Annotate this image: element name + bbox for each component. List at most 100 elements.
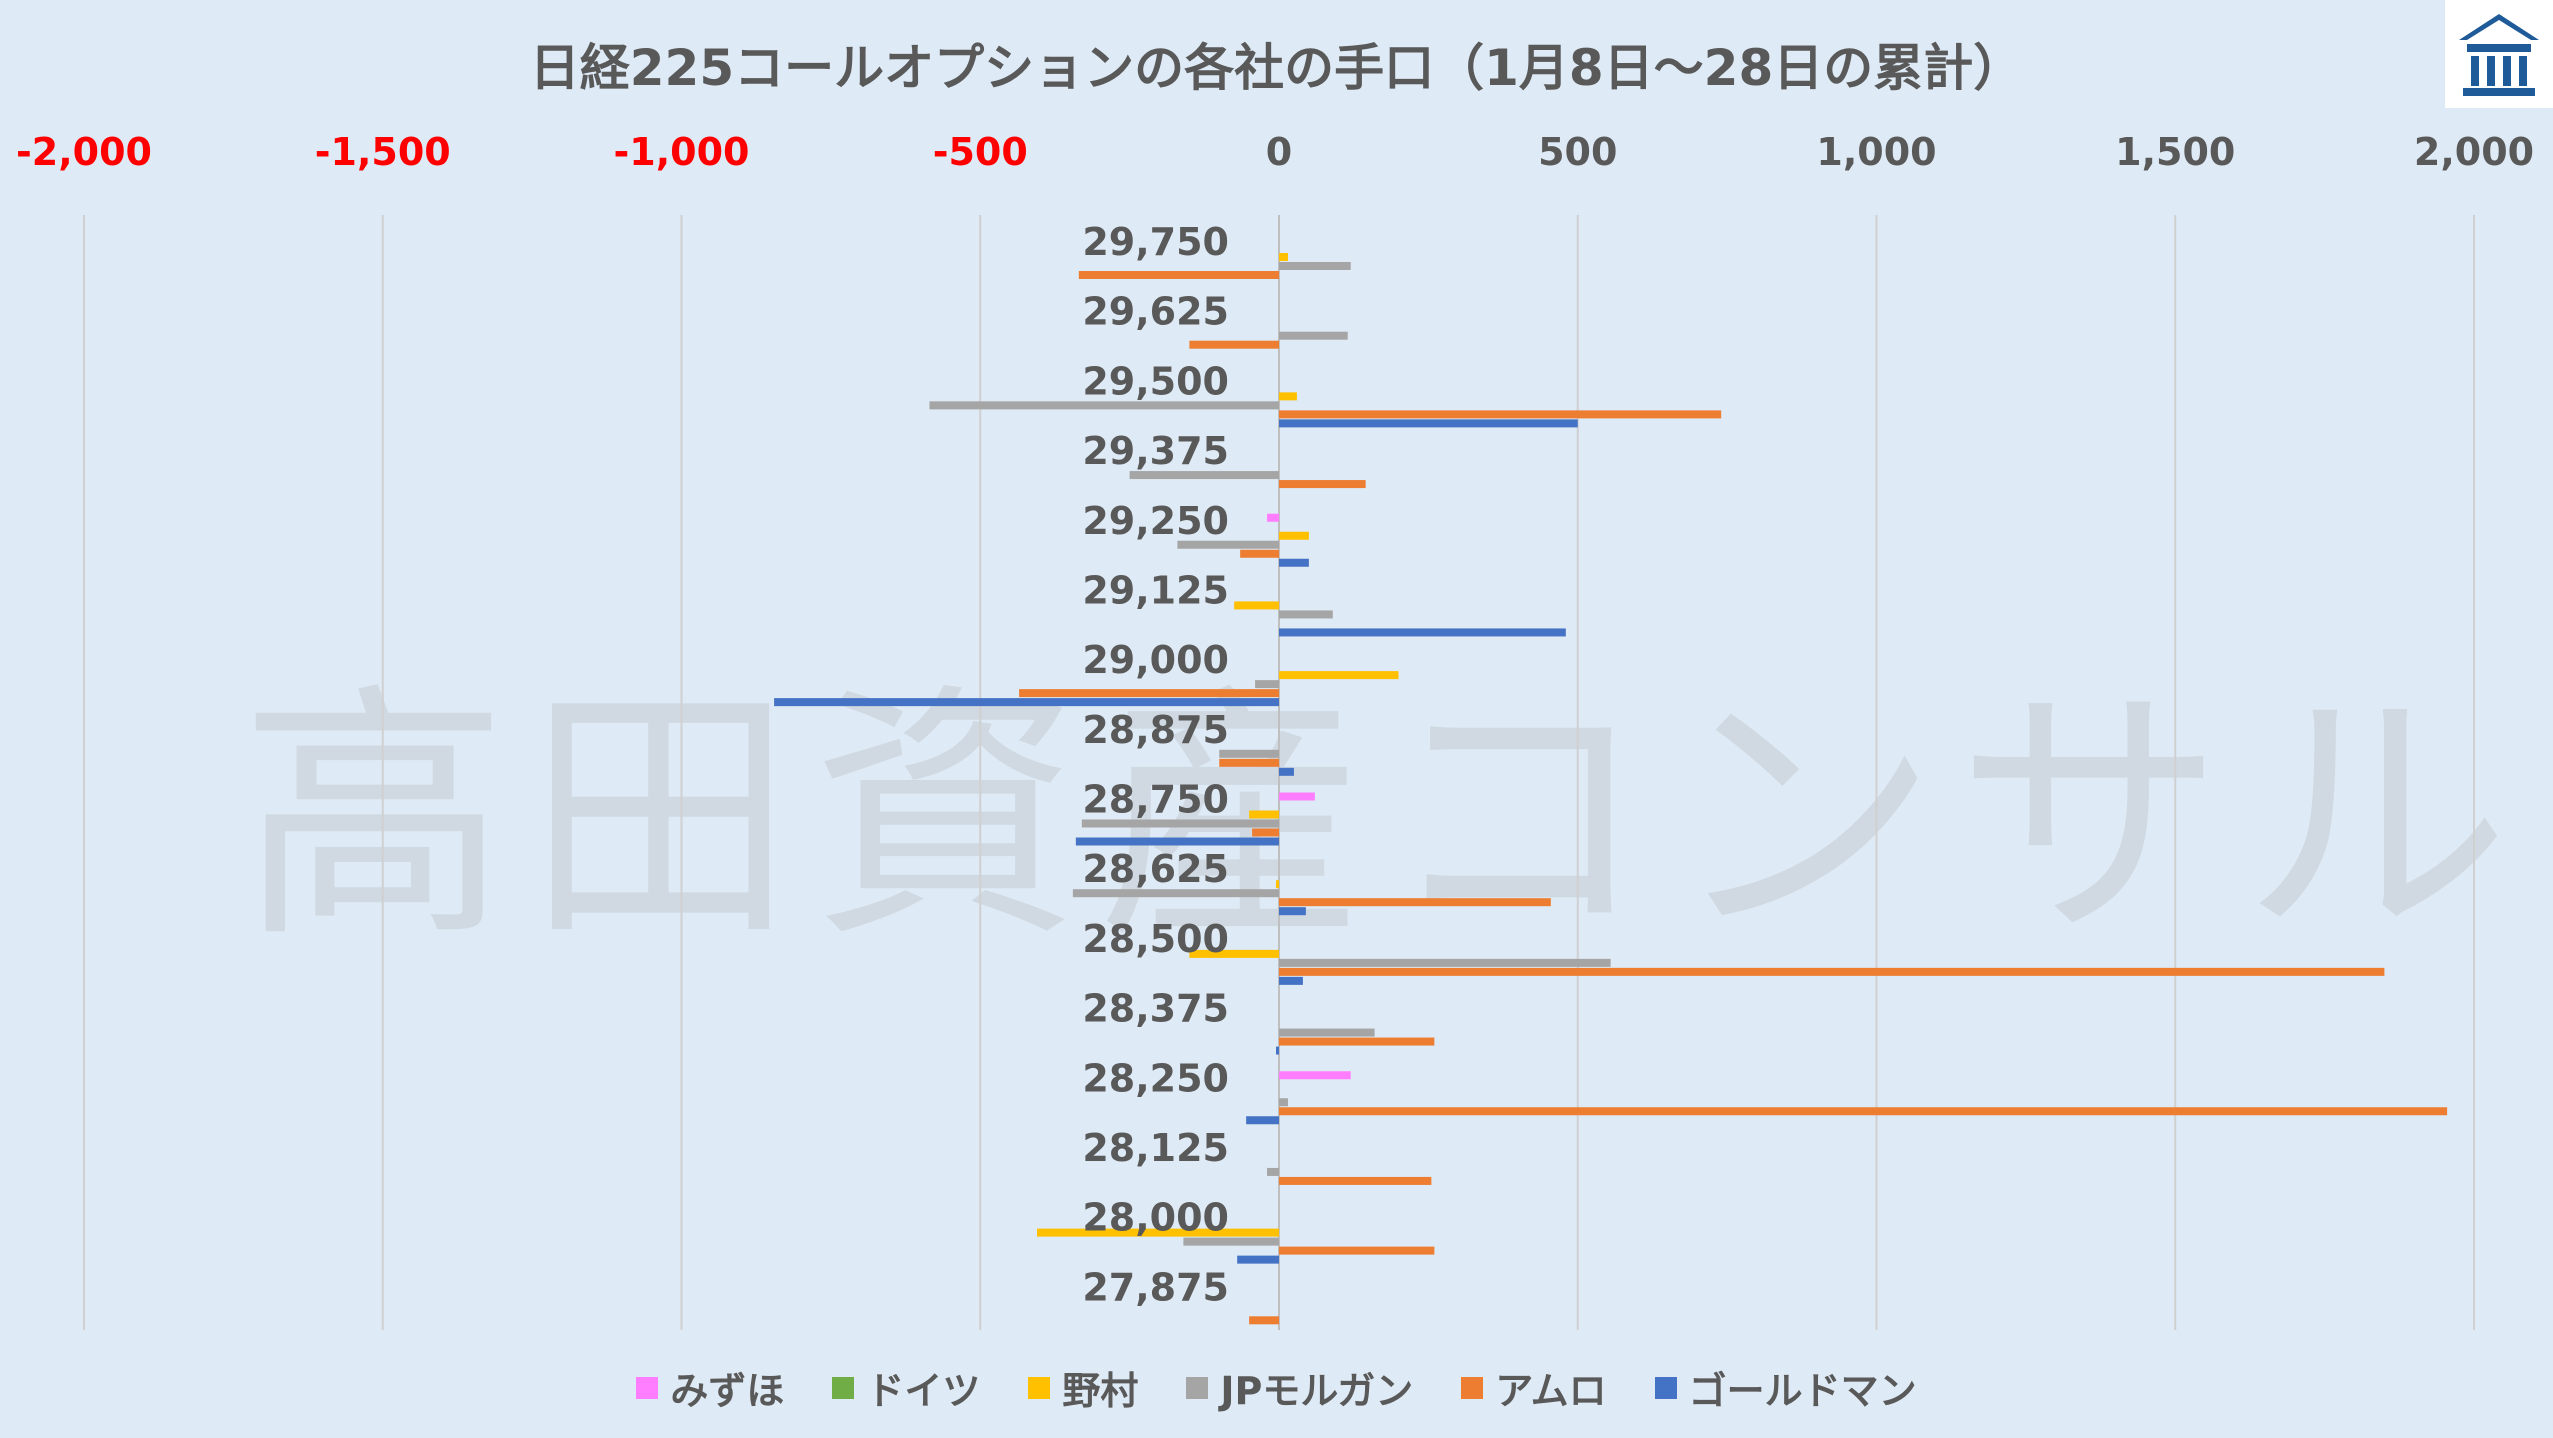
category-label: 28,250 (1082, 1056, 1229, 1100)
x-tick-label: 500 (1538, 130, 1617, 174)
category-label: 28,375 (1082, 987, 1229, 1031)
bar-4-0 (1078, 271, 1279, 279)
legend-label: ゴールドマン (1688, 1369, 1917, 1413)
x-tick-label: -1,000 (614, 130, 750, 174)
x-tick-label: 1,000 (1816, 130, 1936, 174)
bar-2-8 (1249, 810, 1279, 819)
bar-5-11 (1276, 1046, 1279, 1055)
bar-3-3 (1129, 471, 1279, 480)
category-label: 29,500 (1082, 359, 1229, 403)
bar-2-9 (1276, 880, 1279, 889)
legend-swatch (1461, 1376, 1484, 1399)
legend-item: 野村 (1028, 1360, 1138, 1415)
bar-4-14 (1279, 1246, 1435, 1255)
bar-2-14 (1037, 1228, 1279, 1237)
legend-label: アムロ (1495, 1369, 1607, 1413)
bar-2-10 (1189, 949, 1279, 958)
bar-3-9 (1072, 889, 1279, 898)
legend-label: ドイツ (866, 1369, 981, 1413)
bar-4-10 (1279, 967, 2385, 976)
bar-5-9 (1279, 907, 1306, 916)
legend-label: みずほ (670, 1369, 785, 1413)
bar-2-6 (1279, 671, 1399, 680)
legend-label: 野村 (1062, 1369, 1139, 1413)
bar-4-8 (1252, 828, 1279, 837)
bar-3-6 (1255, 680, 1279, 689)
bar-5-8 (1075, 837, 1279, 846)
bar-5-14 (1237, 1255, 1279, 1264)
bar-3-13 (1267, 1167, 1279, 1176)
category-label: 29,000 (1082, 638, 1229, 682)
bar-3-12 (1279, 1098, 1288, 1107)
category-label: 28,500 (1082, 917, 1229, 961)
legend-item: アムロ (1461, 1360, 1607, 1415)
bar-2-4 (1279, 531, 1309, 540)
bar-3-2 (929, 401, 1279, 410)
category-label: 29,125 (1082, 568, 1229, 612)
chart-title: 日経225コールオプションの各社の手口（1月8日～28日の累計） (529, 39, 2024, 97)
bar-0-8 (1279, 792, 1315, 801)
legend-swatch (1654, 1376, 1677, 1399)
category-label: 28,125 (1082, 1126, 1229, 1170)
bar-3-0 (1279, 262, 1351, 270)
category-label: 29,250 (1082, 499, 1229, 543)
bar-3-7 (1219, 749, 1279, 758)
bar-4-9 (1279, 898, 1551, 907)
x-tick-label: -500 (933, 130, 1028, 174)
legend-swatch (1186, 1376, 1209, 1399)
legend-item: ゴールドマン (1654, 1360, 1917, 1415)
legend-item: みずほ (636, 1360, 784, 1415)
bar-5-6 (774, 698, 1279, 707)
bar-4-1 (1189, 340, 1279, 349)
legend-label: JPモルガン (1220, 1369, 1414, 1413)
bar-5-12 (1246, 1116, 1279, 1125)
category-label: 28,875 (1082, 708, 1229, 752)
bar-0-12 (1279, 1071, 1351, 1080)
x-tick-label: 2,000 (2414, 130, 2534, 174)
bar-4-13 (1279, 1176, 1432, 1185)
legend-swatch (636, 1376, 659, 1399)
bar-4-15 (1249, 1316, 1279, 1325)
category-label: 28,000 (1082, 1196, 1229, 1240)
bar-4-7 (1219, 758, 1279, 767)
bar-5-10 (1279, 976, 1303, 985)
bar-0-4 (1267, 513, 1279, 522)
x-tick-label: 0 (1266, 130, 1292, 174)
bar-3-11 (1279, 1028, 1375, 1037)
x-tick-label: 1,500 (2115, 130, 2235, 174)
bar-4-12 (1279, 1107, 2448, 1116)
legend-swatch (1028, 1376, 1051, 1399)
bar-3-5 (1279, 610, 1333, 619)
bar-3-1 (1279, 331, 1348, 340)
category-label: 29,750 (1082, 220, 1229, 264)
category-label: 29,625 (1082, 290, 1229, 334)
bar-3-14 (1183, 1237, 1279, 1246)
bar-5-7 (1279, 767, 1294, 776)
x-tick-label: -1,500 (315, 130, 451, 174)
bar-4-6 (1019, 689, 1279, 698)
bar-5-4 (1279, 558, 1309, 567)
bar-3-4 (1177, 540, 1279, 549)
bar-3-8 (1081, 819, 1279, 828)
category-label: 29,375 (1082, 429, 1229, 473)
bar-5-5 (1279, 628, 1566, 637)
bar-4-2 (1279, 410, 1722, 419)
legend-swatch (832, 1376, 855, 1399)
bar-5-2 (1279, 419, 1578, 428)
legend-item: JPモルガン (1186, 1360, 1413, 1415)
bar-2-0 (1279, 253, 1288, 261)
category-label: 28,625 (1082, 847, 1229, 891)
bar-3-10 (1279, 958, 1611, 967)
legend: みずほ ドイツ 野村 JPモルガン アムロ ゴールドマン (0, 1360, 2553, 1415)
company-logo-icon (2445, 0, 2553, 108)
bar-2-2 (1279, 392, 1297, 401)
bar-4-3 (1279, 480, 1366, 489)
category-label: 28,750 (1082, 778, 1229, 822)
bar-4-4 (1240, 549, 1279, 558)
bar-2-5 (1234, 601, 1279, 610)
x-tick-label: -2,000 (16, 130, 152, 174)
bar-4-11 (1279, 1037, 1435, 1046)
category-label: 27,875 (1082, 1265, 1229, 1309)
